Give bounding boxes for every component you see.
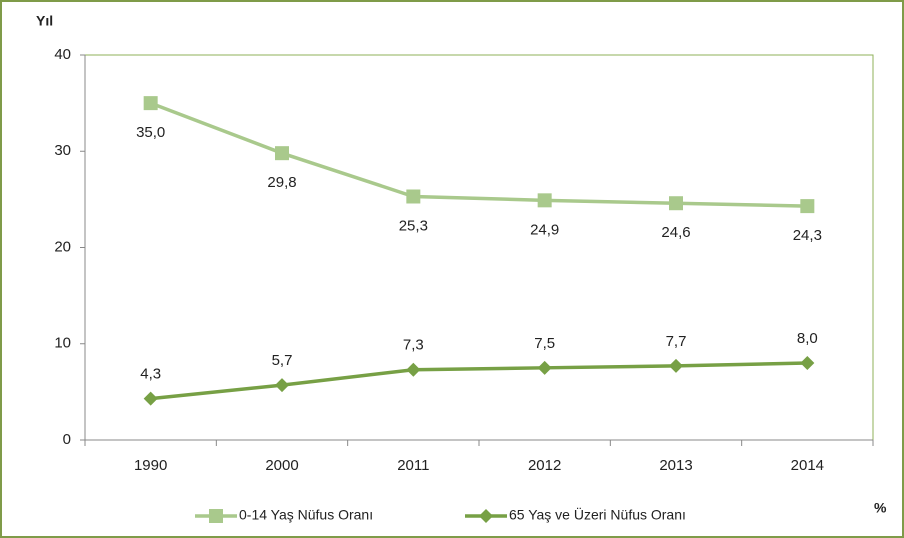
marker — [800, 356, 815, 370]
x-tick-label: 2000 — [265, 457, 298, 474]
data-label: 35,0 — [136, 124, 165, 141]
legend-label: 65 Yaş ve Üzeri Nüfus Oranı — [509, 506, 686, 523]
data-label: 7,3 — [403, 337, 424, 354]
legend-marker — [209, 509, 223, 523]
x-tick-label: 2011 — [397, 457, 429, 474]
series-line — [150, 361, 808, 401]
marker — [143, 391, 158, 406]
marker — [537, 360, 552, 375]
y-tick-label: 0 — [63, 431, 71, 448]
marker — [143, 96, 158, 111]
y-tick-label: 30 — [54, 142, 71, 159]
y-tick-label: 20 — [54, 238, 71, 255]
marker — [275, 378, 289, 393]
marker — [800, 199, 815, 214]
legend-marker — [479, 509, 493, 523]
marker — [406, 189, 421, 204]
data-label: 4,3 — [140, 366, 161, 383]
x-tick-label: 1990 — [134, 457, 167, 474]
data-label: 25,3 — [399, 217, 428, 234]
unit-note: % — [874, 500, 887, 516]
y-tick-label: 10 — [54, 335, 71, 352]
y-tick-label: 40 — [54, 46, 71, 63]
data-label: 24,9 — [530, 221, 559, 238]
data-label: 24,6 — [661, 224, 690, 241]
data-label: 5,7 — [272, 352, 293, 369]
y-axis-label: Yıl — [36, 13, 53, 29]
x-tick-label: 2012 — [528, 457, 561, 474]
data-label: 29,8 — [267, 174, 296, 191]
marker — [406, 362, 421, 377]
marker — [669, 196, 683, 211]
data-label: 24,3 — [793, 227, 822, 244]
data-label: 8,0 — [797, 330, 818, 347]
series-line — [150, 101, 808, 208]
x-tick-label: 2013 — [659, 457, 692, 474]
marker — [275, 146, 289, 161]
data-label: 7,5 — [534, 335, 555, 352]
legend-label: 0-14 Yaş Nüfus Oranı — [239, 507, 373, 523]
data-label: 7,7 — [666, 333, 687, 350]
x-tick-label: 2014 — [791, 457, 824, 474]
marker — [537, 193, 552, 208]
marker — [669, 358, 683, 373]
